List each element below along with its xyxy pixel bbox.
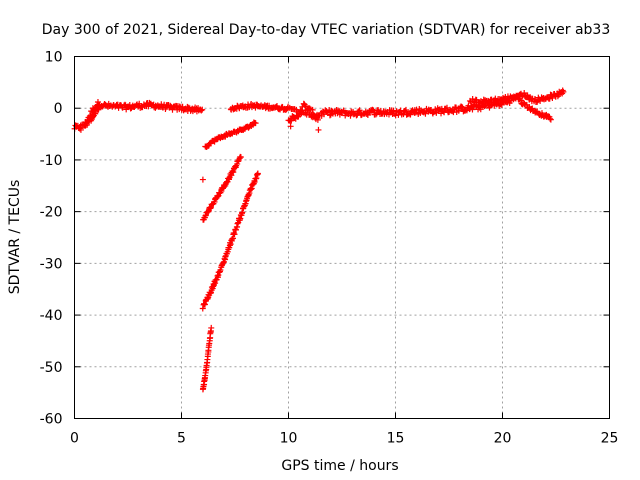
data-point bbox=[547, 115, 554, 122]
data-point bbox=[199, 106, 206, 113]
data-point bbox=[223, 179, 230, 186]
axis-ticks: 0 5 10 15 20 25 10 0 -10 -20 -30 -40 -50 -60 bbox=[40, 50, 619, 447]
x-tick-label: 20 bbox=[494, 431, 512, 447]
data-point bbox=[239, 209, 246, 216]
data-point bbox=[515, 92, 522, 99]
data-point bbox=[198, 107, 205, 114]
data-point bbox=[247, 186, 254, 193]
chart-title: Day 300 of 2021, Sidereal Day-to-day VTE… bbox=[42, 22, 611, 38]
data-point bbox=[251, 179, 258, 186]
data-point bbox=[560, 88, 567, 95]
data-point bbox=[482, 97, 489, 104]
x-axis-label: GPS time / hours bbox=[281, 458, 398, 474]
x-tick-label: 25 bbox=[601, 431, 619, 447]
data-point bbox=[199, 176, 206, 183]
data-point bbox=[547, 116, 554, 123]
y-axis-label: SDTVAR / TECUs bbox=[7, 180, 23, 295]
data-point bbox=[402, 106, 409, 113]
y-tick-label: -40 bbox=[40, 308, 63, 324]
data-point bbox=[92, 110, 99, 117]
plot-frame bbox=[74, 56, 610, 419]
x-tick-label: 5 bbox=[177, 431, 186, 447]
data-point bbox=[207, 204, 214, 211]
y-tick-label: 0 bbox=[54, 101, 63, 117]
data-point bbox=[469, 106, 476, 113]
data-point bbox=[356, 107, 363, 114]
data-point bbox=[477, 106, 484, 113]
data-point bbox=[205, 208, 212, 215]
data-point bbox=[407, 111, 414, 118]
data-point bbox=[222, 253, 229, 260]
y-tick-label: -60 bbox=[40, 412, 63, 428]
x-tick-label: 0 bbox=[70, 431, 79, 447]
data-point bbox=[199, 305, 206, 312]
data-point bbox=[243, 198, 250, 205]
data-point bbox=[237, 154, 244, 161]
y-tick-label: -10 bbox=[40, 153, 63, 169]
data-point bbox=[77, 126, 84, 133]
data-point bbox=[95, 102, 102, 109]
data-point bbox=[347, 112, 354, 119]
data-point bbox=[254, 170, 261, 177]
data-point bbox=[546, 95, 553, 102]
data-point bbox=[96, 101, 103, 108]
y-tick-label: -30 bbox=[40, 256, 63, 272]
data-point bbox=[288, 117, 295, 124]
data-point bbox=[230, 230, 237, 237]
data-point bbox=[314, 116, 321, 123]
data-point bbox=[227, 241, 234, 248]
data-point bbox=[234, 220, 241, 227]
x-tick-label: 10 bbox=[280, 431, 298, 447]
data-point bbox=[455, 107, 462, 114]
y-tick-label: 10 bbox=[45, 50, 63, 66]
data-point bbox=[559, 87, 566, 94]
data-point bbox=[233, 226, 240, 233]
data-points bbox=[71, 87, 567, 393]
data-point bbox=[287, 123, 294, 130]
data-point bbox=[306, 110, 313, 117]
data-point bbox=[217, 267, 224, 274]
data-point bbox=[458, 103, 465, 110]
y-tick-label: -50 bbox=[40, 360, 63, 376]
data-point bbox=[549, 95, 556, 102]
data-point bbox=[201, 301, 208, 308]
data-point bbox=[230, 169, 237, 176]
data-point bbox=[252, 120, 259, 127]
y-tick-label: -20 bbox=[40, 205, 63, 221]
data-point bbox=[315, 126, 322, 133]
x-tick-label: 15 bbox=[387, 431, 405, 447]
data-point bbox=[309, 106, 316, 113]
data-point bbox=[335, 107, 342, 114]
data-point bbox=[208, 324, 215, 331]
data-point bbox=[214, 193, 221, 200]
